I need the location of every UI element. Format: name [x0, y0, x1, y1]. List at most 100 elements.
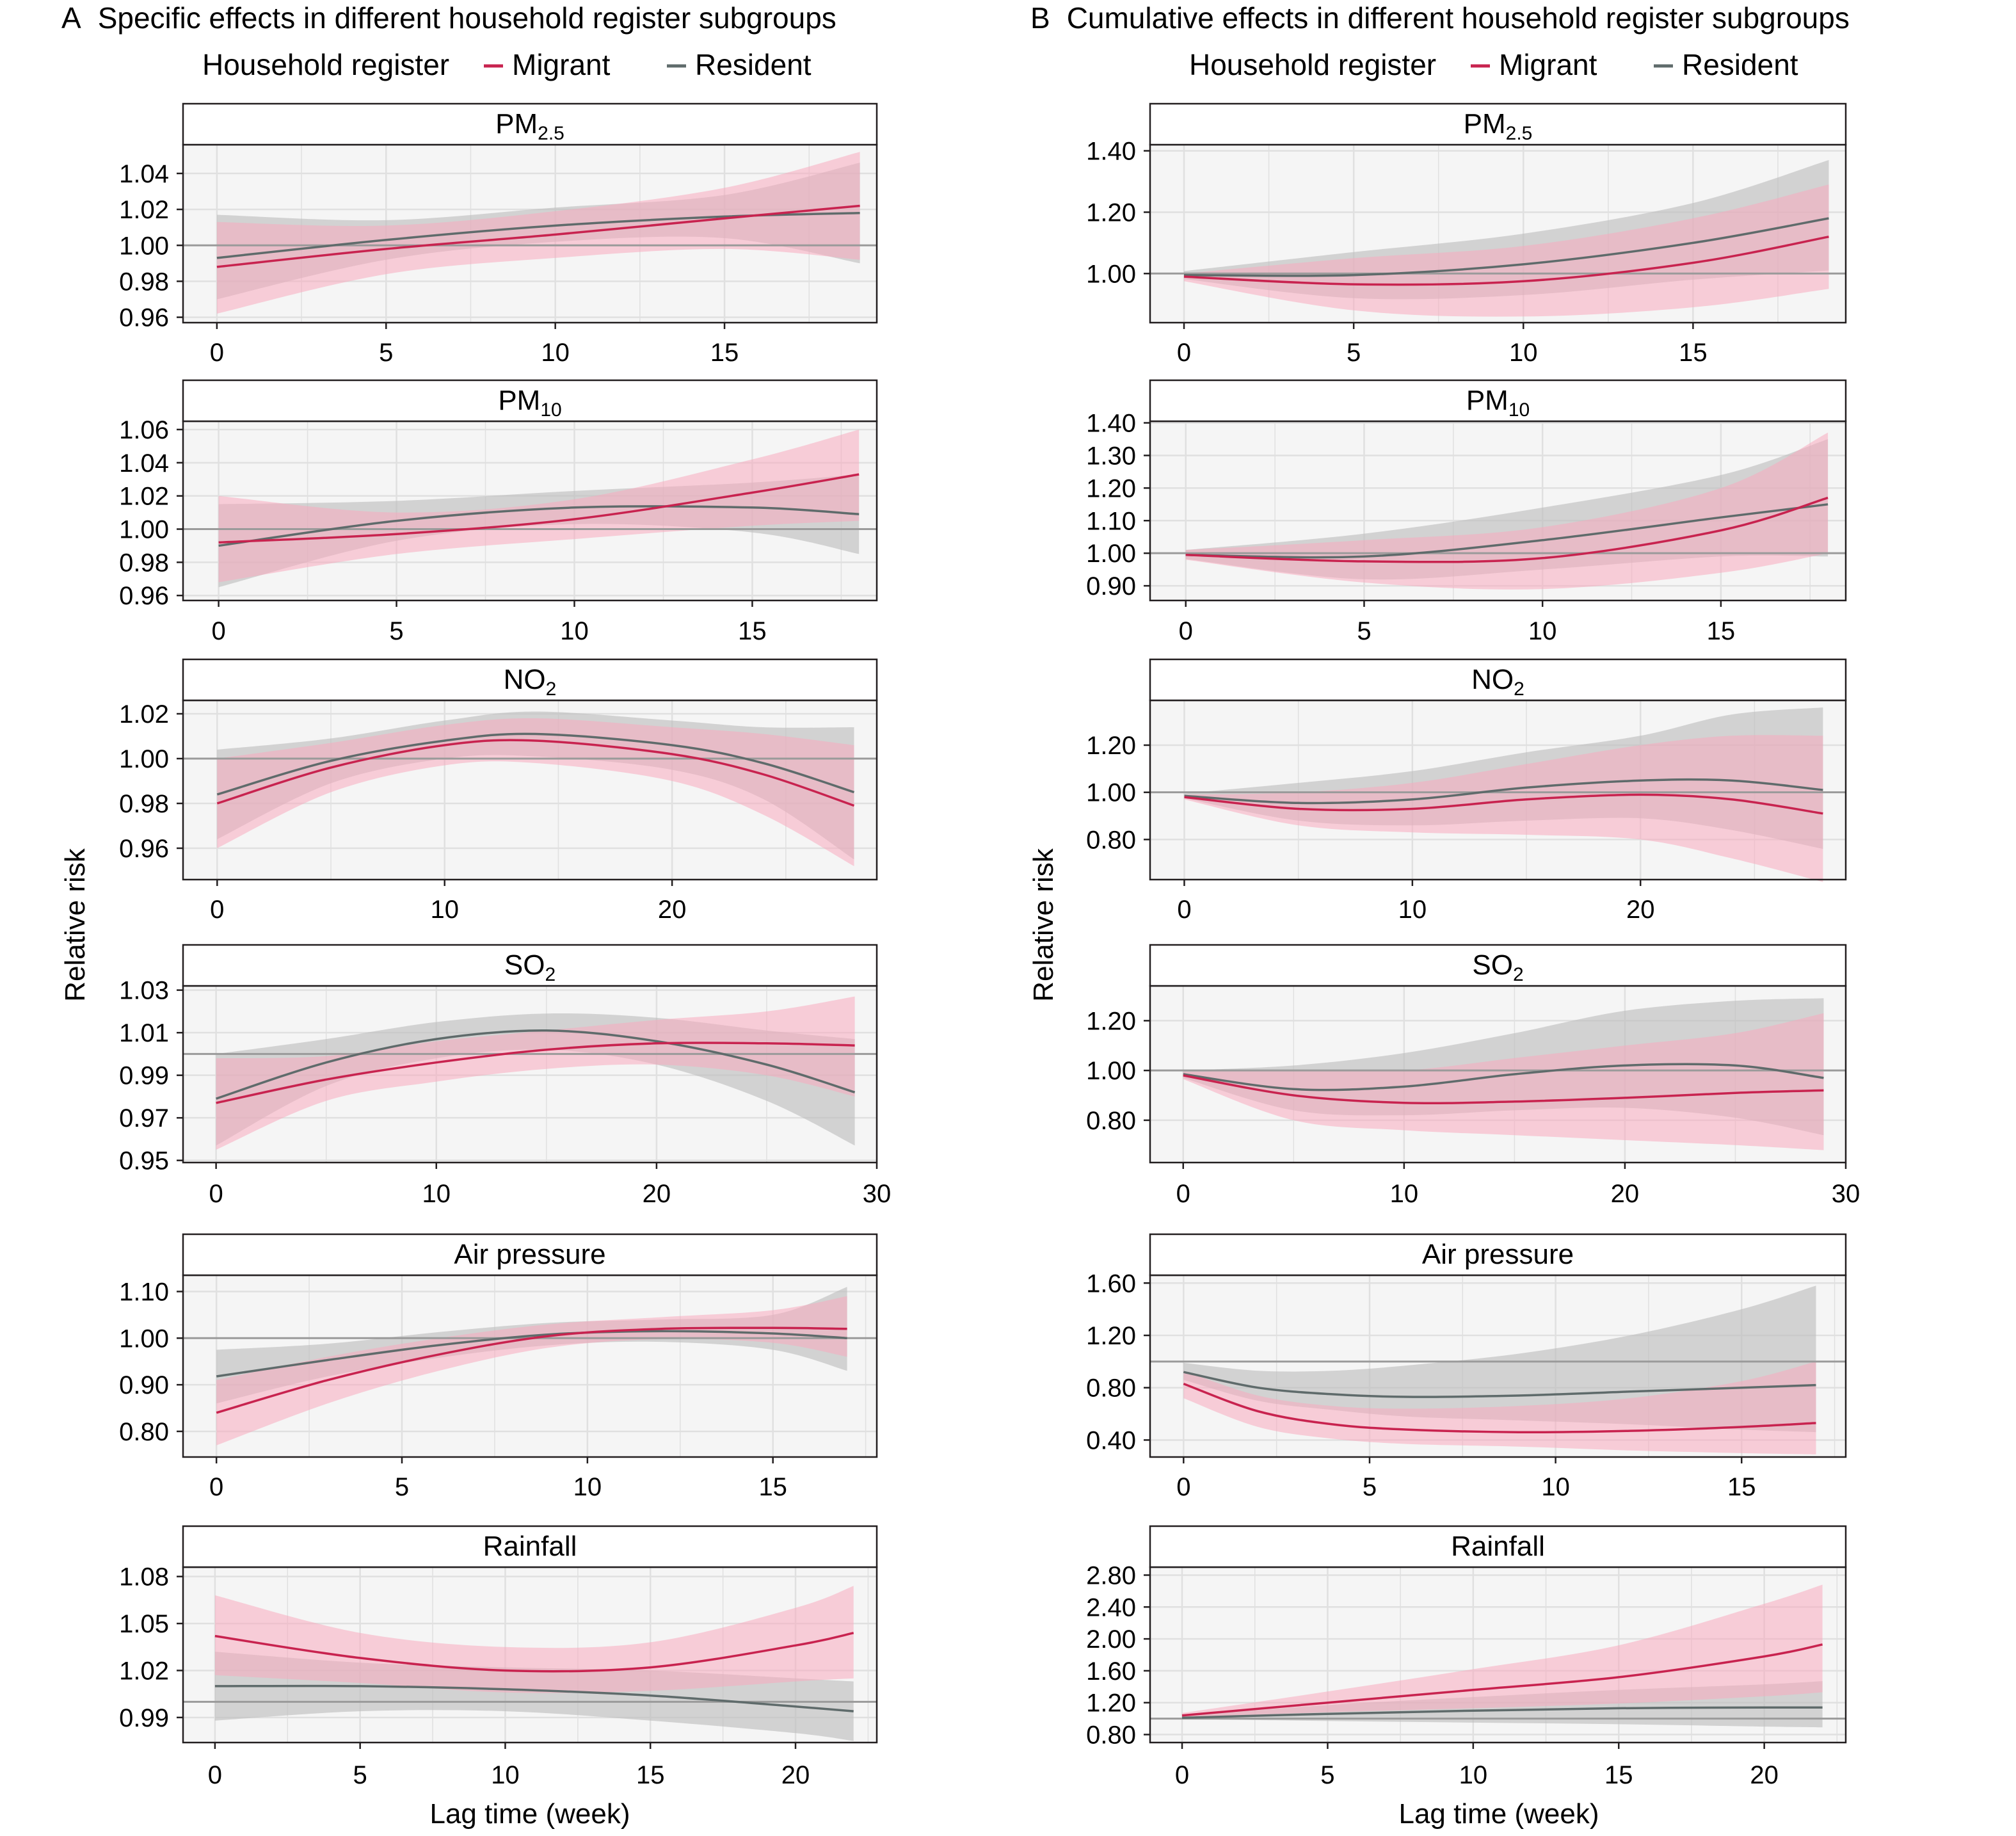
- x-tick-label: 20: [1611, 1180, 1640, 1208]
- panel-a-pm25: PM2.5 0.96 0.98 1.00 1.02 1.04 0 5 10 15: [119, 102, 878, 367]
- x-tick-label: 10: [1459, 1761, 1488, 1789]
- x-tick-label: 0: [210, 896, 224, 924]
- resident-series-line: [1185, 503, 1828, 559]
- resident-series-line: [214, 1684, 854, 1712]
- facet-strip: [182, 1233, 878, 1276]
- legend-a-title: Household register: [202, 48, 449, 81]
- y-tick-label: 0.96: [119, 835, 169, 863]
- x-tick-label: 10: [573, 1473, 602, 1501]
- y-tick-label: 0.98: [119, 268, 169, 296]
- migrant-confidence-band: [1184, 735, 1823, 882]
- y-tick-label: 1.00: [1086, 779, 1136, 807]
- y-tick-label: 1.20: [1086, 474, 1136, 503]
- x-tick-label: 30: [863, 1180, 892, 1208]
- y-tick-label: 1.06: [119, 416, 169, 444]
- y-tick-label: 0.90: [1086, 572, 1136, 600]
- facet-strip-label: PM10: [498, 385, 561, 421]
- panel-b-airpressure: Air pressure 0.40 0.80 1.20 1.60 0 5 10 15: [1086, 1233, 1847, 1501]
- facet-strip-label: PM2.5: [1464, 108, 1533, 144]
- legend-b-migrant-label: Migrant: [1499, 48, 1597, 81]
- migrant-series-line: [216, 1042, 855, 1104]
- migrant-series-line: [214, 1632, 854, 1673]
- y-tick-label: 1.20: [1086, 198, 1136, 227]
- y-tick-label: 0.98: [119, 790, 169, 818]
- x-tick-label: 0: [1176, 1180, 1190, 1208]
- facet-strip: [182, 1525, 878, 1568]
- x-tick-label: 5: [1320, 1761, 1334, 1789]
- x-tick-label: 0: [1176, 1473, 1190, 1501]
- facet-strip: [1149, 379, 1847, 423]
- y-tick-label: 0.96: [119, 304, 169, 332]
- y-tick-label: 1.20: [1086, 1007, 1136, 1035]
- migrant-confidence-band: [1182, 1584, 1823, 1718]
- y-tick-label: 1.60: [1086, 1657, 1136, 1686]
- facet-strip-label: SO2: [1472, 949, 1523, 985]
- facet-strip: [1149, 944, 1847, 987]
- x-axis-label-b: Lag time (week): [1398, 1798, 1599, 1830]
- migrant-series-line: [1183, 1382, 1816, 1434]
- x-tick-label: 5: [353, 1761, 367, 1789]
- x-tick-label: 15: [1707, 617, 1736, 645]
- facet-strip-label: Rainfall: [1451, 1531, 1545, 1562]
- x-tick-label: 20: [1750, 1761, 1779, 1789]
- facet-strip: [182, 658, 878, 702]
- y-tick-label: 2.40: [1086, 1593, 1136, 1622]
- migrant-series-line: [1184, 793, 1823, 815]
- resident-series-line: [1184, 778, 1823, 805]
- y-tick-label: 1.00: [119, 516, 169, 544]
- x-tick-label: 10: [430, 896, 459, 924]
- y-axis-label-b: Relative risk: [1028, 848, 1059, 1002]
- migrant-series-line: [1183, 1074, 1824, 1105]
- facet-strip: [1149, 1233, 1847, 1276]
- facet-strip-label: Air pressure: [1422, 1239, 1574, 1270]
- x-tick-label: 15: [758, 1473, 787, 1501]
- y-tick-label: 0.97: [119, 1104, 169, 1132]
- panel-a-no2: NO2 0.96 0.98 1.00 1.02 0 10 20: [119, 658, 878, 924]
- migrant-confidence-band: [216, 1296, 847, 1445]
- y-tick-label: 1.00: [119, 745, 169, 773]
- resident-series-line: [1183, 1371, 1816, 1398]
- y-tick-label: 1.02: [119, 483, 169, 511]
- migrant-confidence-band: [218, 430, 860, 583]
- y-tick-label: 2.80: [1086, 1561, 1136, 1590]
- legend-a-resident-label: Resident: [695, 48, 812, 81]
- facet-strip-label: SO2: [504, 949, 556, 985]
- facet-strip-label: NO2: [504, 664, 557, 700]
- x-tick-label: 20: [658, 896, 687, 924]
- resident-series-line: [216, 1330, 847, 1378]
- resident-series-line: [1181, 1706, 1823, 1719]
- y-tick-label: 0.98: [119, 549, 169, 577]
- y-tick-label: 0.90: [119, 1371, 169, 1399]
- y-tick-label: 1.02: [119, 196, 169, 224]
- panel-a-letter: A: [61, 1, 81, 35]
- facet-strip: [1149, 1525, 1847, 1568]
- facet-strip: [182, 102, 878, 146]
- x-tick-label: 10: [422, 1180, 451, 1208]
- x-tick-label: 10: [1398, 896, 1427, 924]
- facet-strip: [182, 379, 878, 423]
- migrant-series-line: [1183, 236, 1829, 286]
- x-tick-label: 30: [1832, 1180, 1860, 1208]
- resident-series-line: [1183, 217, 1829, 277]
- y-tick-label: 1.00: [1086, 260, 1136, 288]
- y-tick-label: 1.08: [119, 1563, 169, 1591]
- y-tick-label: 2.00: [1086, 1625, 1136, 1654]
- migrant-series-line: [216, 204, 860, 268]
- resident-series-line: [216, 732, 855, 796]
- y-tick-label: 0.95: [119, 1147, 169, 1175]
- x-tick-label: 15: [1679, 339, 1708, 367]
- migrant-series-line: [1185, 496, 1828, 563]
- migrant-series-line: [218, 473, 860, 544]
- x-tick-label: 0: [1177, 339, 1191, 367]
- migrant-confidence-band: [216, 152, 860, 314]
- x-tick-label: 20: [643, 1180, 671, 1208]
- y-tick-label: 1.03: [119, 977, 169, 1005]
- x-tick-label: 10: [560, 617, 589, 645]
- x-tick-label: 15: [1727, 1473, 1756, 1501]
- y-tick-label: 1.20: [1086, 1322, 1136, 1350]
- panel-b-title: B Cumulative effects in different househo…: [1030, 1, 1850, 35]
- x-tick-label: 15: [738, 617, 767, 645]
- x-axis-label-a: Lag time (week): [429, 1798, 630, 1830]
- x-tick-label: 10: [1390, 1180, 1419, 1208]
- facet-strip-label: Air pressure: [454, 1239, 605, 1270]
